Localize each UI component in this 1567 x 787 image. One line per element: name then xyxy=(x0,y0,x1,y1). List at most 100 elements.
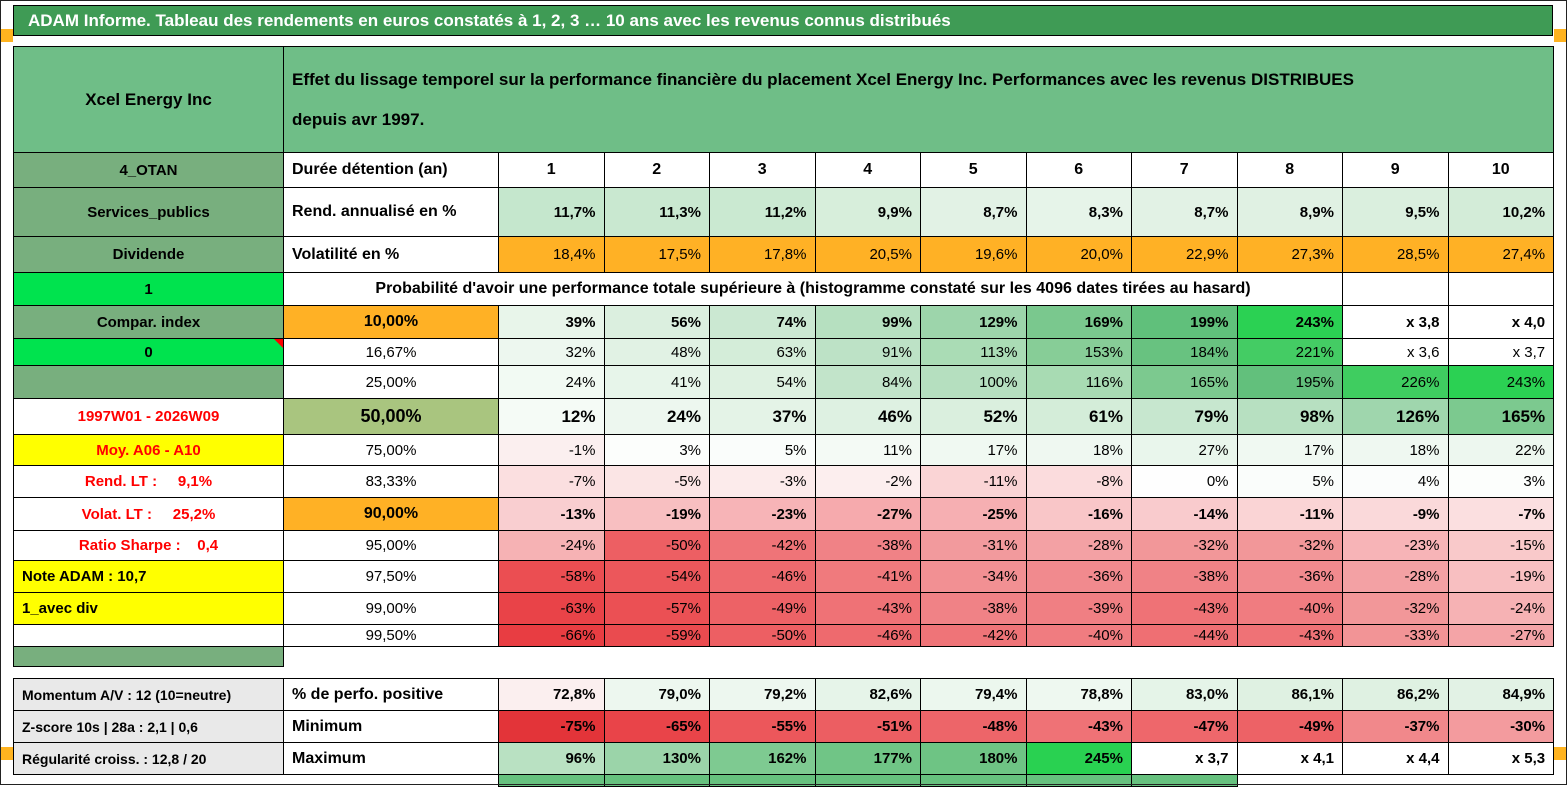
value-cell: -11% xyxy=(920,465,1027,498)
year-header: 3 xyxy=(709,152,816,188)
p99-row: 1_avec div 99,00% -63% -57% -49% -43% -38% -39%… xyxy=(13,592,1555,625)
clipped-cell xyxy=(603,774,710,787)
threshold: 95,00% xyxy=(283,530,499,561)
annualized-return-row: Services_publics Rend. annualisé en % 11,7… xyxy=(13,187,1555,237)
sector-tag: Services_publics xyxy=(13,187,284,237)
value-cell: -19% xyxy=(1447,560,1555,593)
value-cell: -28% xyxy=(1025,530,1132,561)
value-cell: -16% xyxy=(1025,497,1132,531)
value-cell: 74% xyxy=(709,305,816,339)
value-cell: -49% xyxy=(709,592,816,625)
value-cell: x 4,4 xyxy=(1342,742,1449,775)
value-cell: -58% xyxy=(498,560,605,593)
value-cell: 27% xyxy=(1131,434,1238,466)
category-tag: 4_OTAN xyxy=(13,152,284,188)
value-cell: 99% xyxy=(814,305,921,339)
value-cell: -25% xyxy=(920,497,1027,531)
spacer xyxy=(1237,774,1343,787)
value-cell: -31% xyxy=(920,530,1027,561)
value-cell: 162% xyxy=(709,742,816,775)
p90-row: Volat. LT : 25,2% 90,00% -13% -19% -23% -27% -… xyxy=(13,497,1555,531)
value-cell: -23% xyxy=(709,497,816,531)
value-cell: -39% xyxy=(1025,592,1132,625)
value-cell: 79,4% xyxy=(920,678,1027,711)
value-cell: -23% xyxy=(1342,530,1449,561)
value-cell: 41% xyxy=(603,365,710,399)
value-cell: 27,3% xyxy=(1236,236,1343,273)
value-cell: -63% xyxy=(498,592,605,625)
value-cell: 91% xyxy=(814,338,921,366)
row-label: Volatilité en % xyxy=(283,236,499,273)
value-cell: 5% xyxy=(709,434,816,466)
ratio-sharpe: Ratio Sharpe : 0,4 xyxy=(13,530,284,561)
value-cell: 9,9% xyxy=(814,187,921,237)
title-text: ADAM Informe. Tableau des rendements en … xyxy=(28,11,951,30)
p83-row: Rend. LT : 9,1% 83,33% -7% -5% -3% -2% -11% -8%… xyxy=(13,465,1555,498)
value-cell: 17,8% xyxy=(709,236,816,273)
value-cell: 63% xyxy=(709,338,816,366)
value-cell: 22,9% xyxy=(1131,236,1238,273)
clipped-cell xyxy=(814,774,921,787)
value-cell: -44% xyxy=(1131,624,1238,647)
value-cell: 130% xyxy=(603,742,710,775)
p975-row: Note ADAM : 10,7 97,50% -58% -54% -46% -41% -3… xyxy=(13,560,1555,593)
year-header: 5 xyxy=(920,152,1027,188)
clipped-cell xyxy=(498,774,605,787)
value-cell: 20,5% xyxy=(814,236,921,273)
value-cell: -7% xyxy=(1447,497,1555,531)
value-cell: x 3,7 xyxy=(1131,742,1238,775)
threshold: 97,50% xyxy=(283,560,499,593)
empty-cell xyxy=(1447,272,1555,306)
value-cell: 11,3% xyxy=(603,187,710,237)
corner-marker-orange xyxy=(0,747,13,760)
value-cell: 79,2% xyxy=(709,678,816,711)
value-cell: 86,1% xyxy=(1236,678,1343,711)
spacer xyxy=(13,666,1554,679)
value-cell: -36% xyxy=(1236,560,1343,593)
value-cell: -54% xyxy=(603,560,710,593)
value-cell: -38% xyxy=(814,530,921,561)
value-cell: -43% xyxy=(1131,592,1238,625)
bottom-sliver-row xyxy=(13,774,1554,787)
p10-row: Compar. index 10,00% 39% 56% 74% 99% 129% 169% 1… xyxy=(13,305,1555,339)
dividend-tag: Dividende xyxy=(13,236,284,273)
value-cell: -27% xyxy=(814,497,921,531)
value-cell: -43% xyxy=(814,592,921,625)
value-cell: 8,7% xyxy=(920,187,1027,237)
value-cell: -51% xyxy=(814,710,921,743)
value-cell: 83,0% xyxy=(1131,678,1238,711)
value-cell: 3% xyxy=(603,434,710,466)
empty-cell xyxy=(1342,272,1449,306)
value-cell: 18% xyxy=(1025,434,1132,466)
value-cell: 184% xyxy=(1131,338,1238,366)
moy-a06-a10: Moy. A06 - A10 xyxy=(13,434,284,466)
value-cell: x 4,1 xyxy=(1236,742,1343,775)
value-cell: 245% xyxy=(1025,742,1132,775)
performance-table: Xcel Energy Inc Effet du lissage temporel… xyxy=(13,46,1555,787)
value-cell: -19% xyxy=(603,497,710,531)
value-cell: 116% xyxy=(1025,365,1132,399)
value-cell: -2% xyxy=(814,465,921,498)
p95-row: Ratio Sharpe : 0,4 95,00% -24% -50% -42% -38%… xyxy=(13,530,1555,561)
corner-marker-orange xyxy=(1554,29,1567,42)
p995-row: 99,50% -66% -59% -50% -46% -42% -40% -44% -43% -3… xyxy=(13,624,1555,647)
value-cell: 84% xyxy=(814,365,921,399)
value-cell: 177% xyxy=(814,742,921,775)
rend-lt: Rend. LT : 9,1% xyxy=(13,465,284,498)
value-cell: -27% xyxy=(1447,624,1555,647)
value-cell: 96% xyxy=(498,742,605,775)
row-label: Maximum xyxy=(283,742,499,775)
value-cell: 20,0% xyxy=(1025,236,1132,273)
value-cell: 165% xyxy=(1447,398,1555,435)
row-label: % de perfo. positive xyxy=(283,678,499,711)
value-cell: 17,5% xyxy=(603,236,710,273)
note-adam: Note ADAM : 10,7 xyxy=(13,560,284,593)
value-cell: -49% xyxy=(1236,710,1343,743)
value-cell: 18% xyxy=(1342,434,1449,466)
value-cell: 37% xyxy=(709,398,816,435)
value-cell: 54% xyxy=(709,365,816,399)
value-cell: -65% xyxy=(603,710,710,743)
value-cell: 86,2% xyxy=(1342,678,1449,711)
value-cell: 18,4% xyxy=(498,236,605,273)
